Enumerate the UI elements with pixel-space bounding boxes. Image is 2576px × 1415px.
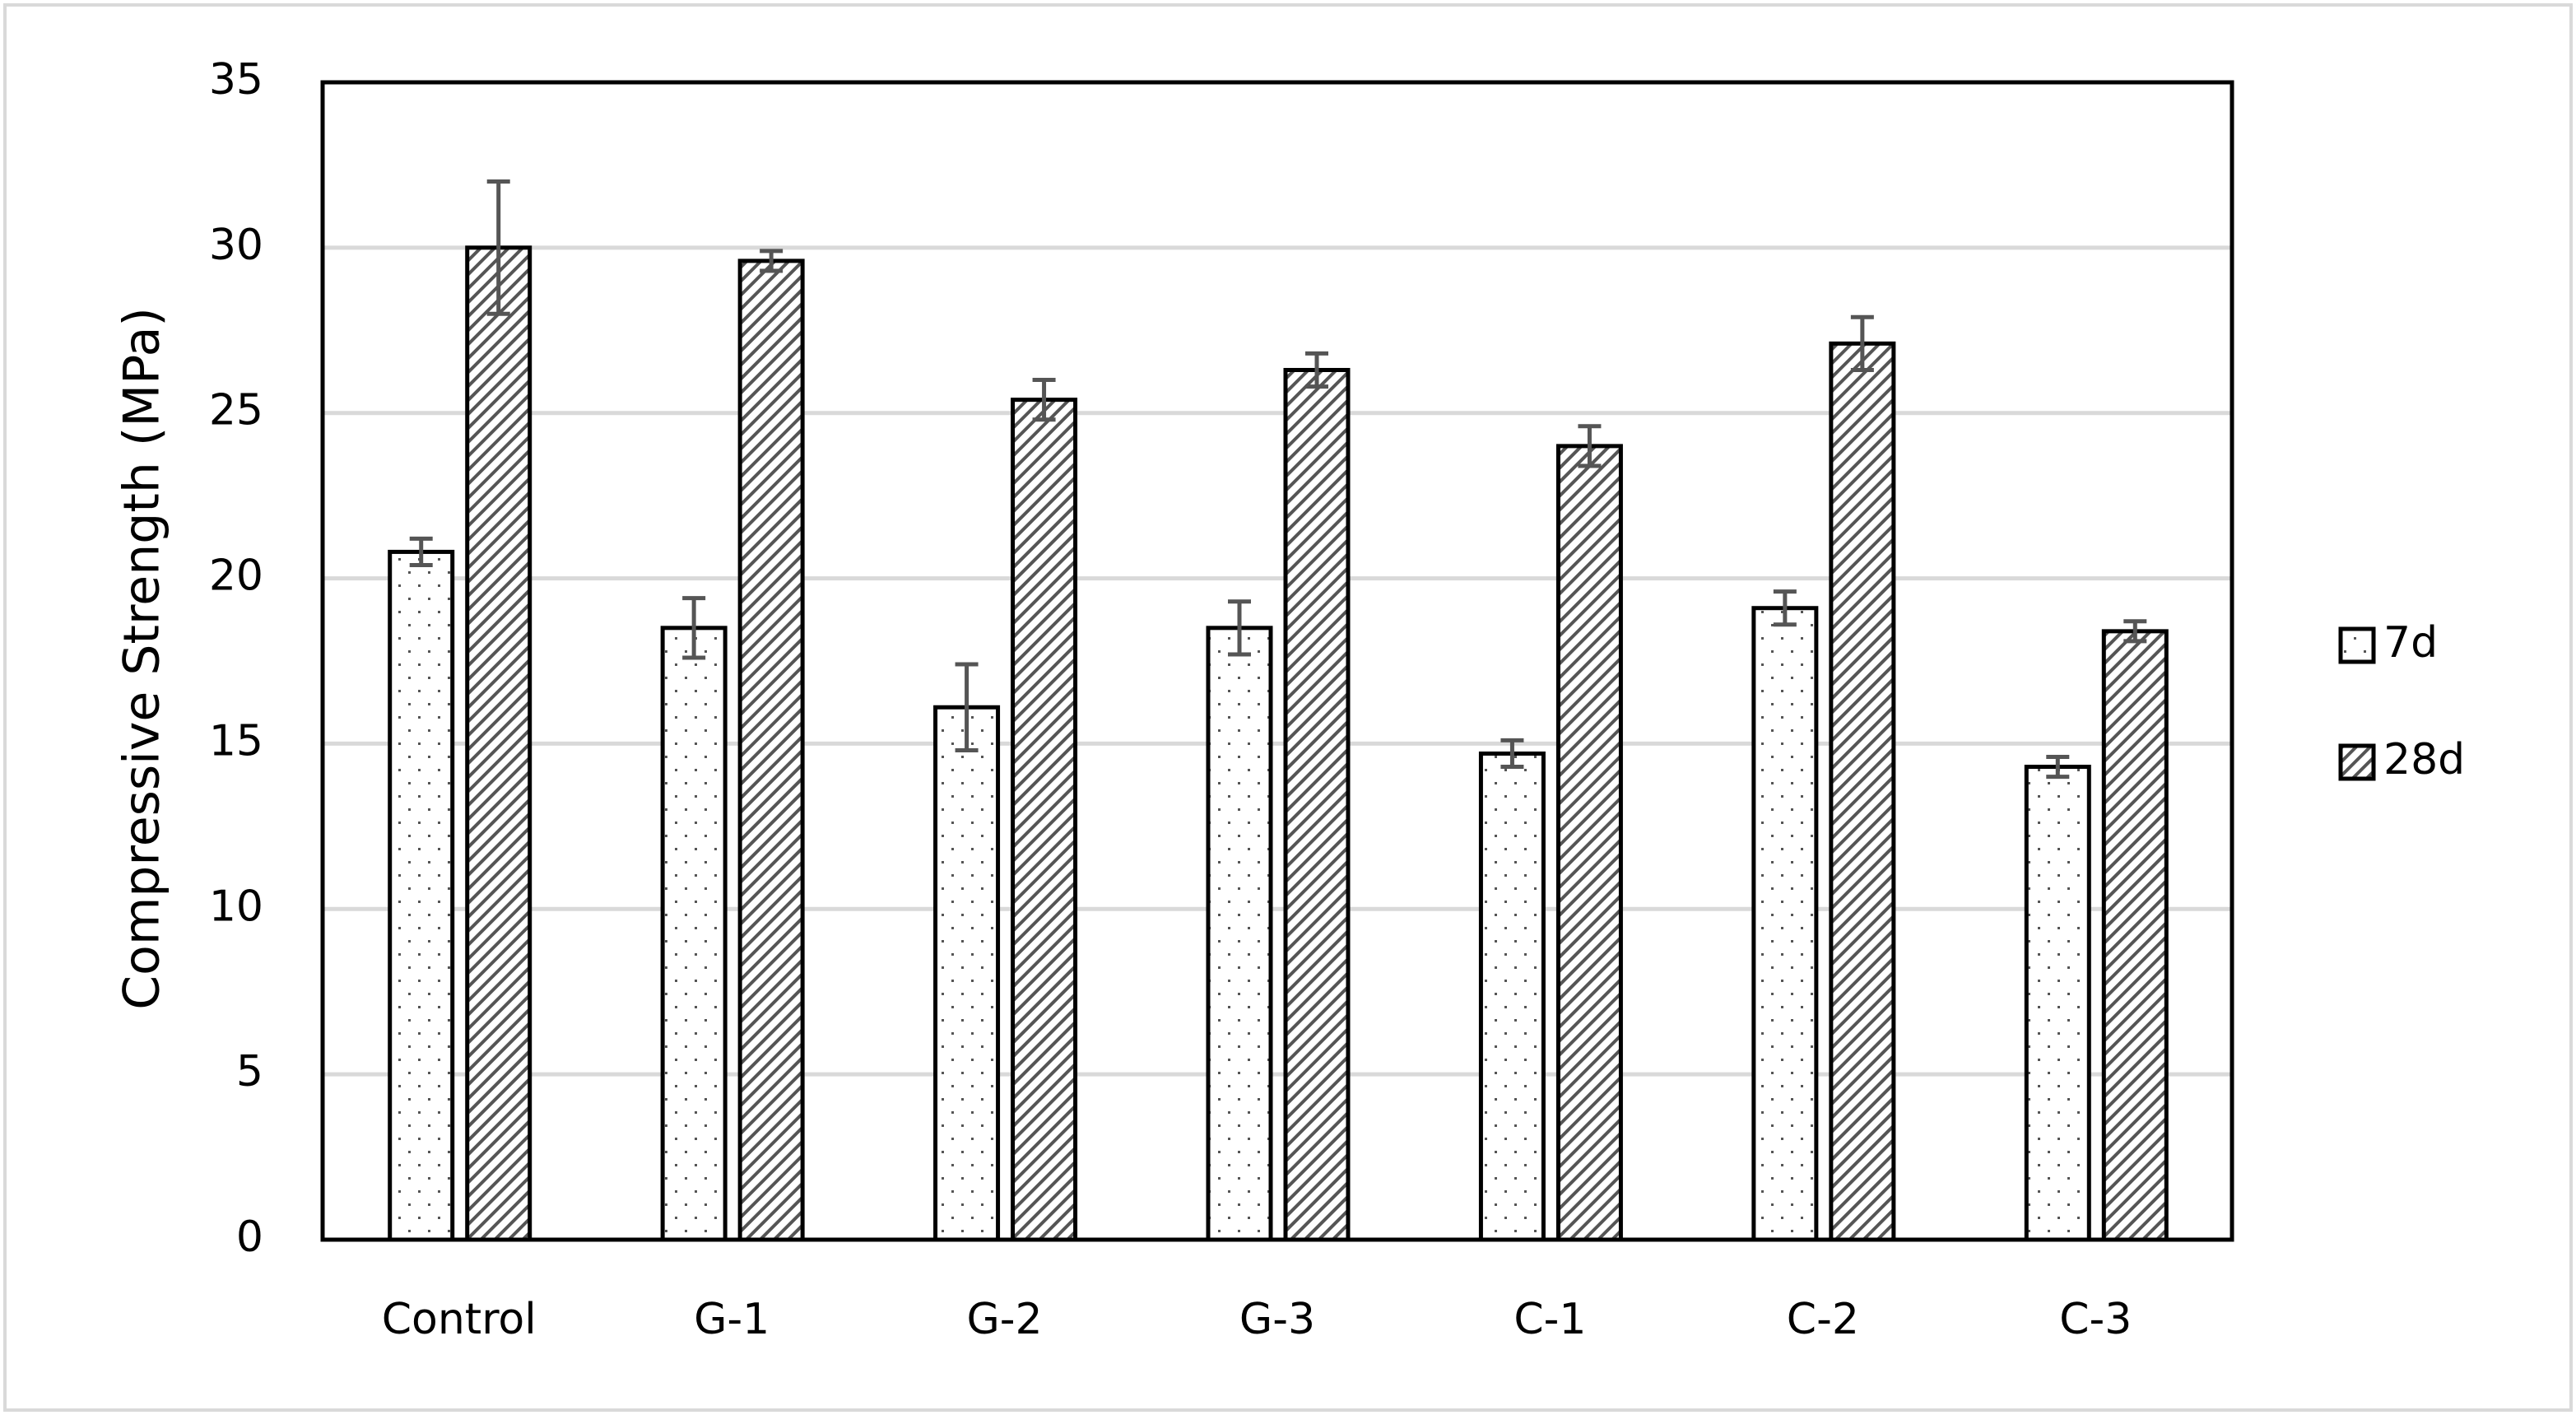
x-tick-label: C-1	[1514, 1295, 1586, 1344]
bar	[933, 705, 1001, 1242]
y-tick-label: 35	[209, 55, 263, 105]
bar	[2101, 629, 2169, 1242]
error-bar	[409, 536, 433, 568]
y-tick-label: 0	[236, 1213, 263, 1262]
bar	[1751, 606, 1819, 1242]
legend-swatch	[2338, 626, 2376, 664]
bar	[465, 245, 532, 1242]
error-bar	[682, 596, 706, 660]
bar	[388, 549, 455, 1242]
legend-swatch	[2338, 743, 2376, 781]
error-bar	[1032, 378, 1056, 422]
y-tick-label: 10	[209, 882, 263, 931]
bar	[660, 626, 728, 1242]
error-bar	[1578, 424, 1602, 468]
error-bar	[760, 249, 783, 273]
error-bar	[1773, 589, 1797, 627]
plot-frame	[320, 80, 2234, 1242]
error-bar	[1500, 738, 1524, 770]
bar	[1011, 398, 1078, 1242]
y-tick-label: 15	[209, 716, 263, 766]
x-tick-label: G-3	[1239, 1295, 1315, 1344]
bar	[1829, 341, 1896, 1242]
error-bar	[1850, 314, 1874, 372]
error-bar	[955, 662, 979, 752]
y-tick-label: 5	[236, 1047, 263, 1096]
error-bar	[486, 179, 510, 316]
bar	[737, 258, 805, 1242]
y-tick-label: 25	[209, 386, 263, 435]
x-tick-label: Control	[382, 1295, 537, 1344]
y-tick-label: 20	[209, 552, 263, 601]
error-bar	[2046, 754, 2070, 780]
x-tick-label: G-2	[966, 1295, 1042, 1344]
x-tick-label: C-2	[1787, 1295, 1859, 1344]
y-tick-label: 30	[209, 221, 263, 270]
error-bar	[1305, 351, 1328, 389]
bar	[1206, 626, 1273, 1242]
bar	[2024, 765, 2091, 1242]
bar	[1283, 367, 1351, 1242]
bar	[1478, 751, 1546, 1242]
legend-label: 7d	[2383, 618, 2438, 668]
legend-label: 28d	[2383, 735, 2465, 784]
error-bar	[2123, 619, 2147, 644]
x-tick-label: G-1	[694, 1295, 770, 1344]
bar	[1555, 444, 1623, 1242]
y-axis-label: Compressive Strength (MPa)	[114, 307, 171, 1010]
x-tick-label: C-3	[2059, 1295, 2132, 1344]
error-bar	[1228, 599, 1251, 657]
